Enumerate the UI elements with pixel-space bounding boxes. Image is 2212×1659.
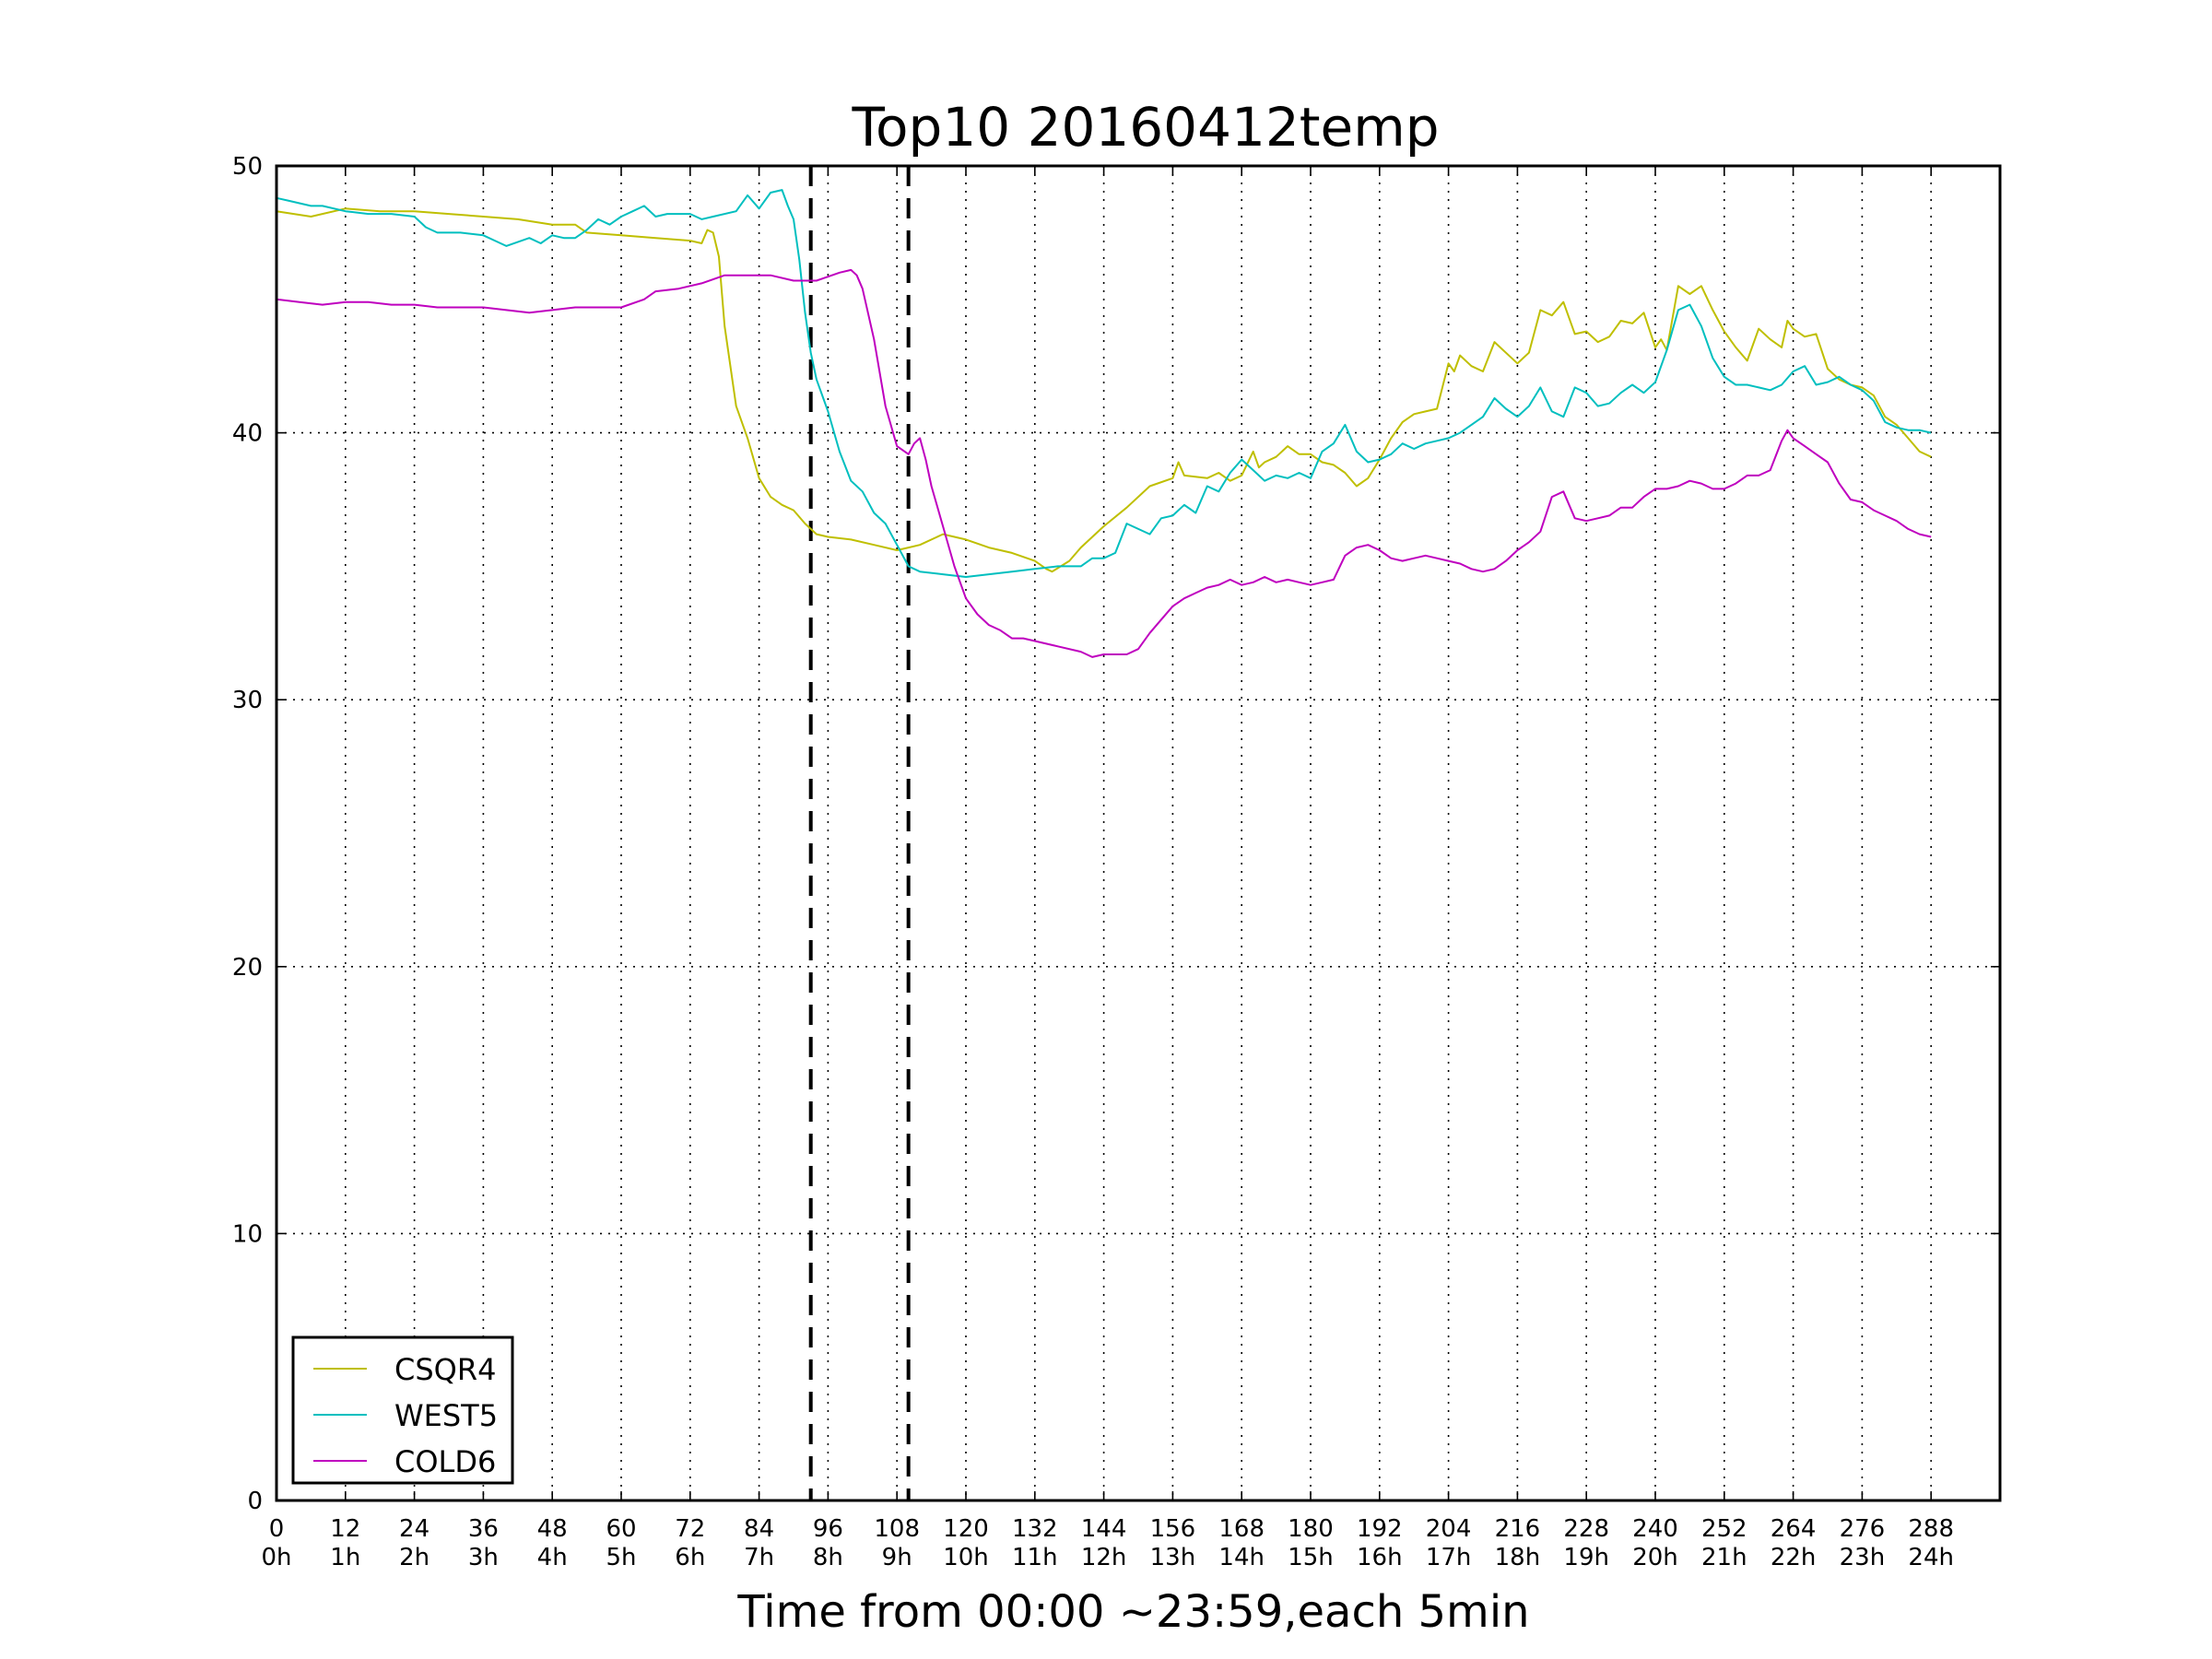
x-tick-sublabel: 2h — [399, 1544, 429, 1571]
x-tick-label: 132 — [1012, 1515, 1058, 1543]
x-tick-sublabel: 22h — [1771, 1544, 1817, 1571]
y-tick-label: 0 — [247, 1488, 263, 1515]
x-tick-sublabel: 18h — [1495, 1544, 1541, 1571]
x-tick-label: 156 — [1150, 1515, 1196, 1543]
x-tick-sublabel: 0h — [261, 1544, 291, 1571]
x-tick-sublabel: 21h — [1701, 1544, 1747, 1571]
legend-box — [291, 1335, 514, 1485]
x-tick-label: 12 — [330, 1515, 360, 1543]
x-tick-sublabel: 7h — [744, 1544, 774, 1571]
y-tick-label: 20 — [232, 954, 263, 982]
series-line-csqr4 — [276, 207, 1932, 573]
x-tick-label: 48 — [537, 1515, 568, 1543]
x-tick-label: 60 — [606, 1515, 636, 1543]
x-tick-label: 168 — [1218, 1515, 1265, 1543]
y-tick-label: 10 — [232, 1220, 263, 1248]
legend-label-west5: WEST5 — [394, 1398, 498, 1433]
x-tick-label: 228 — [1563, 1515, 1609, 1543]
x-tick-label: 288 — [1908, 1515, 1954, 1543]
x-tick-sublabel: 12h — [1081, 1544, 1127, 1571]
x-tick-sublabel: 5h — [606, 1544, 636, 1571]
x-tick-sublabel: 9h — [882, 1544, 912, 1571]
x-tick-label: 72 — [675, 1515, 705, 1543]
x-tick-sublabel: 10h — [943, 1544, 989, 1571]
x-tick-sublabel: 24h — [1908, 1544, 1954, 1571]
x-tick-sublabel: 4h — [537, 1544, 568, 1571]
y-tick-label: 40 — [232, 420, 263, 448]
x-tick-sublabel: 16h — [1357, 1544, 1403, 1571]
x-tick-sublabel: 1h — [330, 1544, 360, 1571]
y-tick-labels: 0 10 20 30 40 50 — [232, 153, 263, 1515]
x-tick-label: 144 — [1081, 1515, 1127, 1543]
x-tick-label: 180 — [1288, 1515, 1334, 1543]
x-tick-label: 96 — [813, 1515, 843, 1543]
x-tick-sublabel: 20h — [1632, 1544, 1678, 1571]
x-tick-sublabel: 8h — [813, 1544, 843, 1571]
chart-title: Top10 20160412temp — [851, 96, 1439, 159]
x-tick-sublabel: 3h — [468, 1544, 499, 1571]
x-tick-label: 120 — [943, 1515, 989, 1543]
legend-label-csqr4: CSQR4 — [394, 1352, 496, 1387]
x-tick-label: 240 — [1632, 1515, 1678, 1543]
x-tick-label: 204 — [1426, 1515, 1472, 1543]
x-tick-label: 84 — [744, 1515, 774, 1543]
series-line-west5 — [276, 189, 1932, 578]
series-line-cold6 — [276, 268, 1932, 658]
x-tick-label: 192 — [1357, 1515, 1403, 1543]
x-tick-label: 0 — [269, 1515, 285, 1543]
x-tick-label: 108 — [874, 1515, 920, 1543]
x-tick-sublabel: 14h — [1218, 1544, 1265, 1571]
x-tick-sublabel: 19h — [1563, 1544, 1609, 1571]
x-tick-label: 252 — [1701, 1515, 1747, 1543]
x-tick-sublabel: 6h — [675, 1544, 705, 1571]
x-axis-label: Time from 00:00 ~23:59,each 5min — [736, 1586, 1529, 1638]
x-tick-sublabel: 13h — [1150, 1544, 1196, 1571]
axis-ticks — [276, 165, 2000, 1501]
grid-lines — [276, 166, 2000, 1500]
x-tick-sublabel: 23h — [1840, 1544, 1886, 1571]
x-tick-label: 216 — [1495, 1515, 1541, 1543]
x-tick-sublabel: 15h — [1288, 1544, 1334, 1571]
legend: CSQR4 WEST5 COLD6 — [291, 1335, 514, 1485]
threshold-lines — [808, 166, 911, 1500]
x-tick-label: 36 — [468, 1515, 499, 1543]
x-tick-sublabel: 17h — [1426, 1544, 1472, 1571]
legend-label-cold6: COLD6 — [394, 1444, 496, 1479]
x-tick-label: 264 — [1771, 1515, 1817, 1543]
series-lines — [276, 189, 1932, 658]
plot-frame — [275, 164, 2002, 1502]
x-tick-label: 24 — [399, 1515, 429, 1543]
x-tick-sublabel: 11h — [1012, 1544, 1058, 1571]
y-tick-label: 50 — [232, 153, 263, 181]
y-tick-label: 30 — [232, 687, 263, 714]
x-tick-label: 276 — [1840, 1515, 1886, 1543]
